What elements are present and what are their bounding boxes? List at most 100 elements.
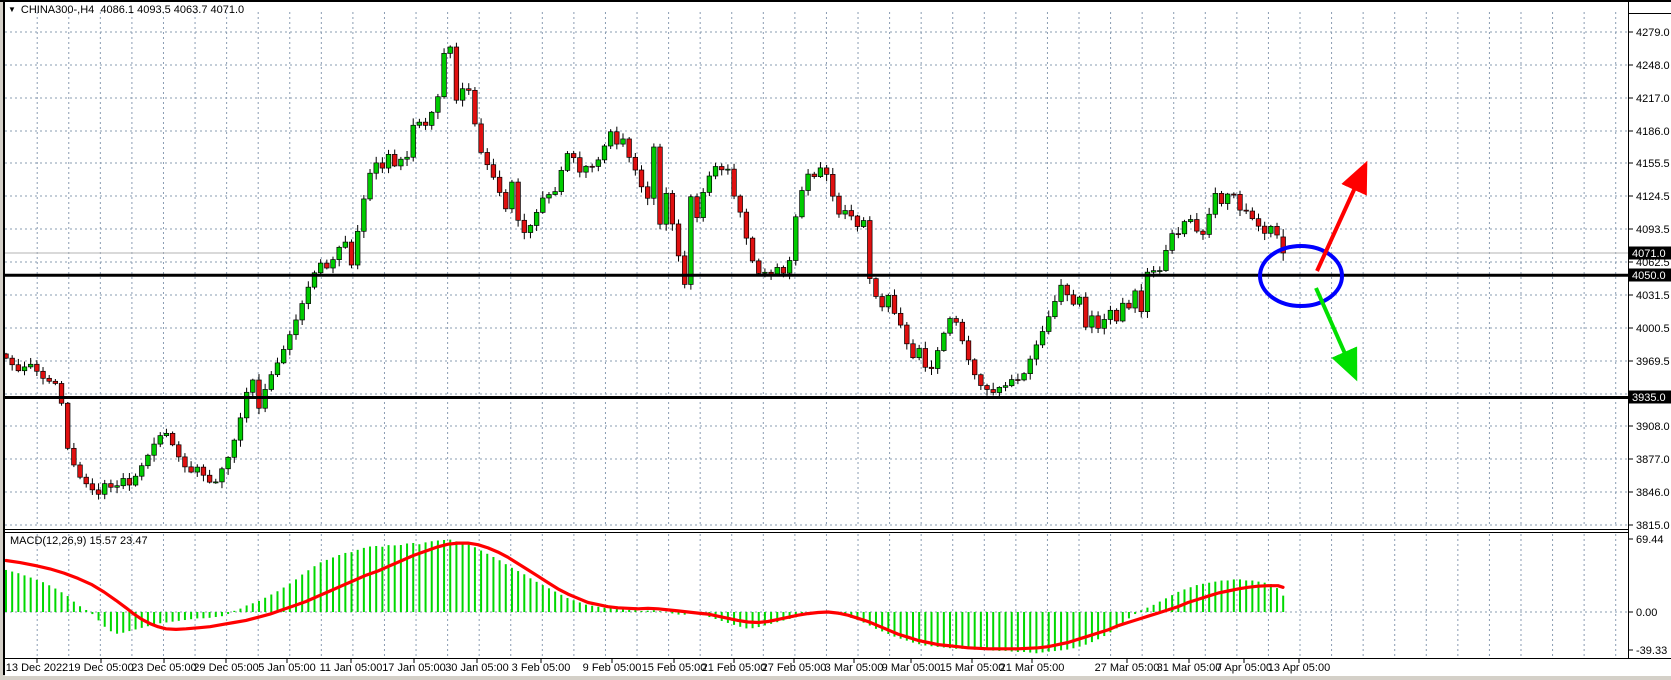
bear-candle bbox=[669, 193, 676, 225]
bull-candle bbox=[293, 319, 299, 336]
bull-candle bbox=[268, 374, 274, 390]
bull-candle bbox=[373, 162, 379, 174]
time-tick-label: 23 Dec 05:00 bbox=[131, 662, 196, 674]
bull-candle bbox=[102, 483, 108, 495]
bear-candle bbox=[466, 88, 472, 91]
time-tick-label: 3 Mar 05:00 bbox=[825, 662, 884, 674]
bear-candle bbox=[928, 366, 935, 369]
bull-candle bbox=[941, 332, 947, 351]
bull-candle bbox=[842, 210, 848, 215]
window-top-border bbox=[0, 0, 1671, 2]
bear-candle bbox=[904, 324, 910, 345]
bear-candle bbox=[959, 321, 965, 342]
bear-candle bbox=[521, 219, 527, 233]
bear-candle bbox=[15, 364, 21, 372]
bull-candle bbox=[163, 432, 170, 436]
bull-candle bbox=[404, 156, 410, 160]
bear-candle bbox=[638, 169, 645, 188]
time-tick-label: 11 Jan 05:00 bbox=[320, 662, 383, 674]
symbol-dropdown-icon[interactable]: ▼ bbox=[8, 5, 16, 14]
bear-candle bbox=[52, 380, 59, 384]
bear-candle bbox=[40, 370, 46, 379]
bull-candle bbox=[151, 443, 157, 456]
bear-candle bbox=[484, 152, 490, 166]
price-tick-label: 4062.5 bbox=[1636, 257, 1670, 269]
bear-candle bbox=[756, 260, 762, 274]
down-trend-arrow[interactable] bbox=[1314, 287, 1358, 382]
time-tick-label: 7 Apr 05:00 bbox=[1216, 662, 1272, 674]
trend-ellipse[interactable] bbox=[1258, 244, 1344, 308]
time-tick-label: 17 Jan 05:00 bbox=[382, 662, 446, 674]
price-tick-label: 3815.0 bbox=[1636, 520, 1670, 532]
bear-candle bbox=[58, 383, 65, 404]
bear-candle bbox=[108, 483, 114, 488]
bear-candle bbox=[811, 173, 817, 177]
bull-candle bbox=[318, 262, 324, 274]
macd-axis: 69.44 0.00 -39.33 bbox=[1629, 534, 1667, 657]
bull-candle bbox=[355, 230, 361, 266]
bear-candle bbox=[879, 296, 885, 308]
bull-candle bbox=[237, 417, 244, 441]
bear-candle bbox=[743, 211, 750, 239]
bear-candle bbox=[1138, 290, 1144, 312]
bear-candle bbox=[854, 215, 861, 227]
window-left-border bbox=[3, 2, 5, 675]
bull-candle bbox=[1033, 344, 1040, 360]
bull-candle bbox=[139, 465, 145, 477]
bull-candle bbox=[120, 478, 126, 487]
bull-candle bbox=[620, 138, 626, 145]
bull-candle bbox=[1089, 315, 1095, 328]
bull-candle bbox=[21, 366, 28, 372]
bull-candle bbox=[1225, 193, 1231, 204]
bull-candle bbox=[1187, 219, 1194, 222]
bull-candle bbox=[1002, 385, 1009, 388]
bear-candle bbox=[1070, 294, 1077, 305]
bear-candle bbox=[324, 262, 330, 269]
bull-candle bbox=[1169, 233, 1175, 251]
candlestick-series bbox=[5, 42, 1286, 500]
chart-title-ohlc: 4086.1 4093.5 4063.7 4071.0 bbox=[100, 4, 245, 16]
price-tick-label: 4279.0 bbox=[1636, 27, 1670, 39]
current-price-label: 4071.0 bbox=[1632, 248, 1666, 260]
bull-candle bbox=[219, 468, 225, 483]
time-tick-label: 27 Mar 05:00 bbox=[1095, 662, 1160, 674]
bull-candle bbox=[1058, 284, 1064, 302]
bear-candle bbox=[873, 278, 879, 297]
bull-candle bbox=[342, 241, 348, 248]
bull-candle bbox=[250, 379, 256, 393]
bear-candle bbox=[46, 377, 52, 382]
macd-tick-label: 69.44 bbox=[1636, 534, 1664, 546]
bull-candle bbox=[243, 391, 250, 419]
bull-candle bbox=[1021, 373, 1027, 381]
bear-candle bbox=[206, 474, 213, 483]
bear-candle bbox=[910, 343, 916, 359]
bear-candle bbox=[478, 123, 484, 153]
bull-candle bbox=[540, 197, 546, 213]
bear-candle bbox=[614, 131, 620, 145]
bull-candle bbox=[145, 454, 151, 467]
bull-candle bbox=[1181, 221, 1188, 235]
bull-candle bbox=[1212, 193, 1218, 215]
bear-candle bbox=[719, 166, 725, 171]
bear-candle bbox=[922, 348, 928, 368]
bull-candle bbox=[1101, 319, 1107, 329]
bear-candle bbox=[1274, 225, 1280, 236]
bear-candle bbox=[379, 162, 386, 169]
resistance-price-label: 4050.0 bbox=[1632, 270, 1666, 282]
price-axis[interactable]: 4279.0 4248.0 4217.0 4186.0 4155.5 4124.5 4093… bbox=[1629, 27, 1671, 532]
bull-candle bbox=[774, 267, 780, 275]
bull-candle bbox=[1039, 331, 1046, 346]
time-tick-label: 13 Apr 05:00 bbox=[1268, 662, 1330, 674]
up-trend-arrow[interactable] bbox=[1315, 160, 1368, 272]
bull-candle bbox=[367, 172, 373, 200]
bull-candle bbox=[213, 481, 219, 484]
price-tick-label: 4155.5 bbox=[1636, 158, 1670, 170]
bear-candle bbox=[984, 385, 990, 390]
bear-candle bbox=[453, 46, 460, 101]
price-tick-label: 4186.0 bbox=[1636, 126, 1670, 138]
bull-candle bbox=[274, 362, 281, 376]
bull-candle bbox=[1120, 302, 1126, 322]
bull-candle bbox=[885, 295, 891, 308]
